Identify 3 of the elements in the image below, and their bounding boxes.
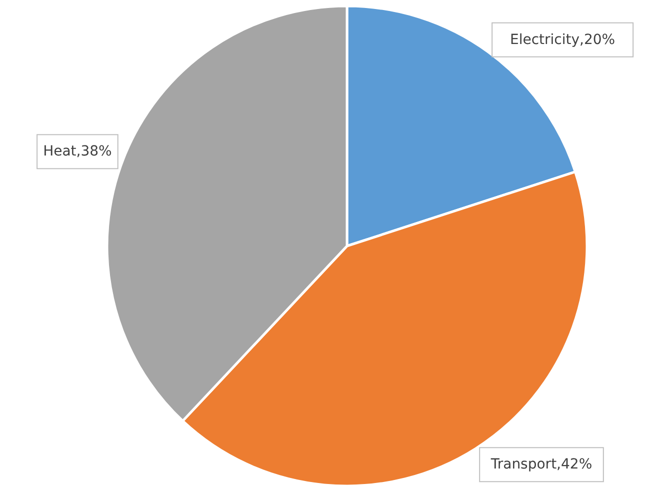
slice-label: Transport,42% — [490, 456, 592, 473]
slice-label: Electricity,20% — [510, 32, 616, 48]
slice-label: Heat,38% — [43, 144, 112, 160]
